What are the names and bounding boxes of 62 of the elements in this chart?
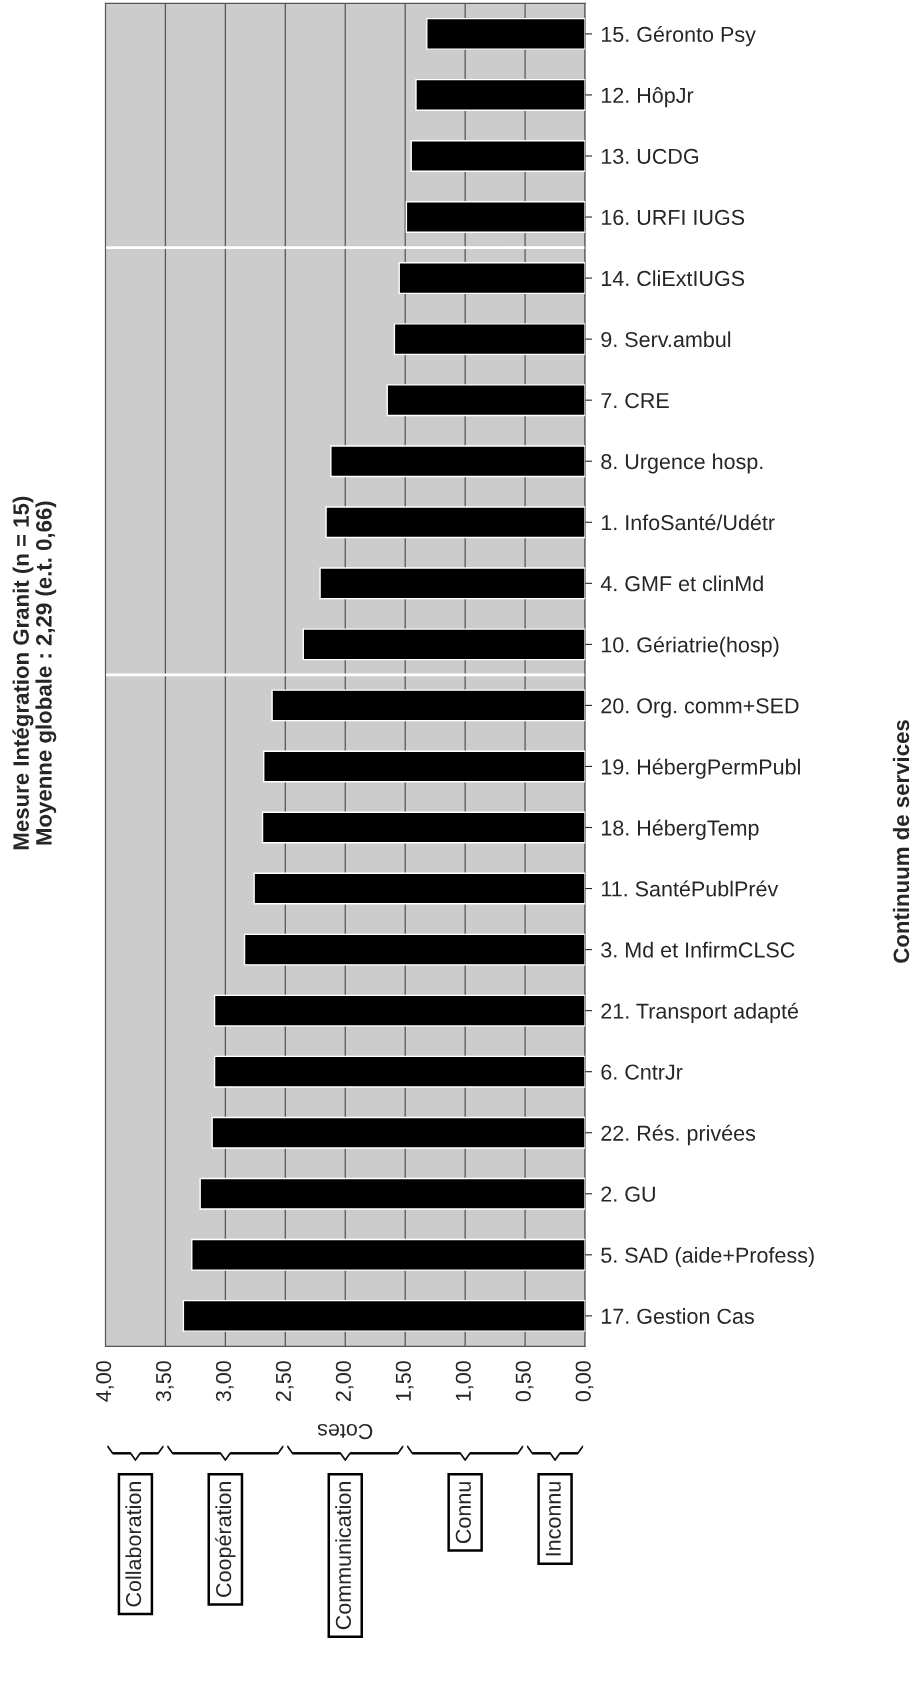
bar	[426, 17, 586, 50]
y-tick-label: 17. Gestion Cas	[601, 1308, 754, 1324]
y-tick-label: 22. Rés. privées	[601, 1124, 756, 1146]
x-tick-label: 1,00	[455, 1361, 474, 1401]
y-tick-label: 3. Md et InfirmCLSC	[601, 941, 795, 958]
y-tick-label: 5. SAD (aide+Profess)	[601, 1247, 814, 1268]
text: Inconnu	[545, 1482, 561, 1556]
text: Moyenne globale : 2,29 (e.t. 0,66)	[35, 501, 57, 845]
bar	[211, 1116, 586, 1149]
bar	[182, 1299, 586, 1332]
x-tick-label: 2,50	[275, 1361, 294, 1402]
bar	[263, 750, 586, 783]
bar	[415, 78, 586, 111]
x-tick-label: 3,50	[155, 1361, 174, 1402]
bar	[393, 323, 586, 356]
y-tick-label: 4. GMF et clinMd	[600, 575, 763, 592]
bar	[213, 994, 586, 1027]
bar	[410, 140, 586, 172]
bar	[398, 262, 586, 295]
y-tick-label: 12. HôpJr	[601, 87, 694, 108]
bar	[319, 567, 586, 600]
y-tick-label: 16. URFI IUGS	[601, 209, 745, 226]
bar	[199, 1177, 586, 1210]
y-tick-label: 13. UCDG	[601, 148, 699, 164]
y-tick-label: 11. SantéPublPrév	[601, 880, 779, 897]
y-tick-label: 20. Org. comm+SED	[601, 698, 799, 718]
text: Collaboration	[125, 1482, 142, 1607]
y-tick-label: 8. Urgence hosp.	[601, 453, 763, 474]
bar	[261, 811, 586, 844]
bar	[243, 933, 586, 966]
x-tick-label: 2,00	[335, 1361, 354, 1402]
bar	[213, 1055, 586, 1088]
y-axis-title: Continuum de services	[892, 720, 910, 963]
text: Communication	[335, 1482, 352, 1630]
y-tick-label: 7. CRE	[601, 392, 669, 409]
bar	[302, 628, 586, 661]
x-tick-label: 0,00	[575, 1361, 594, 1402]
bar	[253, 872, 586, 905]
y-tick-label: 15. Géronto Psy	[601, 25, 756, 47]
text: Coopération	[215, 1482, 236, 1597]
x-tick-label: 3,00	[215, 1361, 234, 1402]
x-tick-label: 1,50	[395, 1361, 414, 1401]
bar	[325, 506, 586, 539]
y-tick-label: 21. Transport adapté	[601, 1002, 799, 1024]
bar	[405, 201, 586, 233]
text: Connu	[455, 1482, 471, 1544]
x-axis-title: Cotes	[317, 1423, 373, 1440]
y-tick-label: 1. InfoSanté/Udétr	[601, 514, 775, 531]
x-tick-label: 0,50	[515, 1361, 534, 1402]
text: Mesure Intégration Granit (n = 15)	[12, 496, 34, 850]
x-tick-label: 4,00	[95, 1361, 114, 1402]
bar	[330, 445, 586, 478]
y-tick-label: 14. CliExtIUGS	[601, 270, 745, 287]
bar	[271, 689, 586, 722]
bar	[191, 1238, 586, 1271]
y-tick-label: 2. GU	[601, 1186, 655, 1202]
bar	[386, 384, 586, 417]
y-tick-label: 19. HébergPermPubl	[601, 758, 800, 779]
y-tick-label: 10. Gériatrie(hosp)	[601, 636, 779, 657]
y-tick-label: 9. Serv.ambul	[601, 331, 731, 348]
y-tick-label: 6. CntrJr	[601, 1064, 683, 1080]
y-tick-label: 18. HébergTemp	[601, 819, 759, 840]
